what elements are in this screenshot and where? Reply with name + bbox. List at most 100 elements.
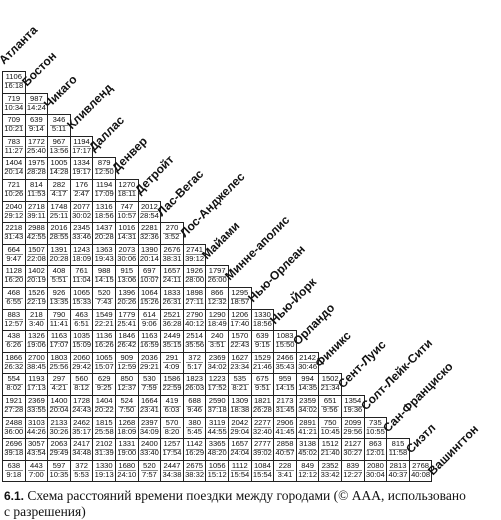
travel-time: 34:02 (207, 361, 227, 371)
distance-cell: 1664 23:41 (137, 395, 162, 418)
distance-cell: 994 14:35 (295, 373, 320, 396)
distance-cell: 1803 25:56 (47, 351, 71, 375)
travel-time: 14:31 (117, 232, 137, 242)
travel-time: 11:41 (49, 318, 69, 328)
cell-divider (72, 448, 91, 450)
distance-cell: 866 12:32 (205, 287, 229, 310)
distance-cell: 3138 45:02 (295, 438, 320, 461)
cell-divider (50, 470, 68, 472)
cell-divider (344, 427, 362, 429)
distance-cell: 2400 33:40 (137, 438, 162, 461)
distance-miles: 1396 (118, 288, 136, 297)
distance-cell: 2073 30:06 (115, 243, 139, 267)
travel-time: 5:17 (187, 361, 202, 371)
cell-divider (253, 340, 272, 342)
distance-cell: 520 7:43 (92, 287, 116, 310)
distance-cell: 735 10:55 (363, 416, 388, 440)
cell-divider (27, 470, 46, 472)
distance-miles: 1507 (27, 244, 45, 254)
travel-time: 20:28 (94, 232, 114, 242)
travel-time: 31:39 (94, 448, 114, 458)
distance-cell: 915 13:06 (115, 265, 139, 288)
cell-divider (185, 340, 204, 342)
distance-miles: 1056 (208, 460, 226, 470)
travel-time: 8:20 (164, 426, 180, 436)
travel-time: 10:55 (365, 426, 385, 436)
distance-miles: 735 (369, 417, 382, 427)
distance-cell: 2790 40:12 (182, 308, 207, 332)
distance-miles: 2449 (163, 331, 181, 341)
distance-miles: 1926 (186, 266, 204, 276)
travel-time: 10:57 (117, 210, 137, 220)
distance-cell: 1526 22:19 (24, 287, 49, 310)
distance-miles: 524 (120, 396, 134, 405)
cell-divider (163, 319, 181, 321)
distance-miles: 218 (30, 309, 43, 319)
cell-divider (185, 254, 204, 256)
travel-time: 18:49 (207, 318, 227, 328)
travel-time: 25:11 (49, 210, 69, 220)
travel-time: 33:42 (320, 469, 340, 479)
travel-time: 28:54 (139, 210, 159, 220)
distance-miles: 915 (120, 266, 134, 276)
distance-cell: 176 2:47 (69, 179, 94, 202)
distance-cell: 2173 31:45 (273, 395, 297, 418)
distance-miles: 2016 (50, 223, 68, 233)
distance-cell: 1194 17:17 (69, 135, 94, 159)
distance-cell: 1326 19:06 (24, 330, 49, 353)
distance-miles: 1257 (163, 439, 181, 449)
distance-miles: 926 (52, 288, 66, 297)
distance-miles: 719 (7, 93, 21, 103)
distance-cell: 2988 42:55 (24, 222, 49, 245)
cell-divider (276, 427, 294, 429)
travel-time: 6:26 (6, 340, 22, 350)
distance-miles: 1136 (96, 331, 113, 341)
cell-divider (72, 254, 91, 256)
distance-miles: 1243 (73, 244, 91, 254)
distance-cell: 2813 40:37 (386, 459, 410, 483)
cell-divider (276, 470, 294, 472)
cell-divider (118, 232, 136, 234)
cell-divider (185, 405, 204, 407)
travel-time: 3:41 (277, 469, 293, 479)
distance-cell: 554 8:02 (2, 373, 26, 396)
distance-cell: 614 9:06 (137, 308, 162, 332)
distance-miles: 3365 (208, 439, 226, 449)
cell-divider (344, 470, 362, 472)
distance-cell: 1163 16:59 (137, 330, 162, 353)
travel-time: 9:46 (187, 405, 202, 414)
distance-miles: 1833 (163, 288, 181, 297)
distance-cell: 664 9:47 (2, 243, 26, 267)
distance-cell: 1330 19:13 (92, 459, 116, 483)
cell-divider (95, 427, 113, 429)
cell-divider (140, 319, 159, 321)
travel-time: 17:54 (162, 448, 182, 458)
distance-miles: 2142 (299, 352, 317, 362)
travel-time: 18:56 (252, 318, 272, 328)
travel-time: 14:28 (49, 167, 69, 177)
distance-miles: 721 (7, 180, 21, 189)
caption-text-line2: с разрешения) (4, 504, 86, 519)
distance-miles: 1797 (208, 266, 226, 276)
travel-time: 22:19 (26, 297, 46, 306)
distance-cell: 1290 18:49 (205, 308, 229, 332)
travel-time: 29:21 (139, 361, 159, 371)
distance-miles: 883 (7, 309, 21, 319)
distance-cell: 1270 18:11 (115, 179, 139, 202)
travel-time: 25:40 (26, 145, 46, 155)
cell-divider (140, 275, 159, 277)
distance-miles: 291 (165, 352, 179, 362)
travel-time: 7:57 (142, 469, 157, 479)
travel-time: 34:09 (139, 426, 159, 436)
distance-cell: 2369 34:02 (205, 351, 229, 375)
distance-miles: 1657 (163, 266, 181, 276)
distance-miles: 761 (75, 266, 88, 276)
travel-time: 17:13 (26, 383, 46, 393)
distance-miles: 3119 (209, 417, 226, 427)
travel-time: 30:02 (72, 210, 92, 220)
travel-time: 29:49 (49, 448, 69, 458)
distance-cell: 1833 26:31 (160, 287, 184, 310)
cell-divider (72, 470, 91, 472)
travel-time: 34:38 (162, 469, 182, 479)
cell-divider (72, 405, 91, 407)
